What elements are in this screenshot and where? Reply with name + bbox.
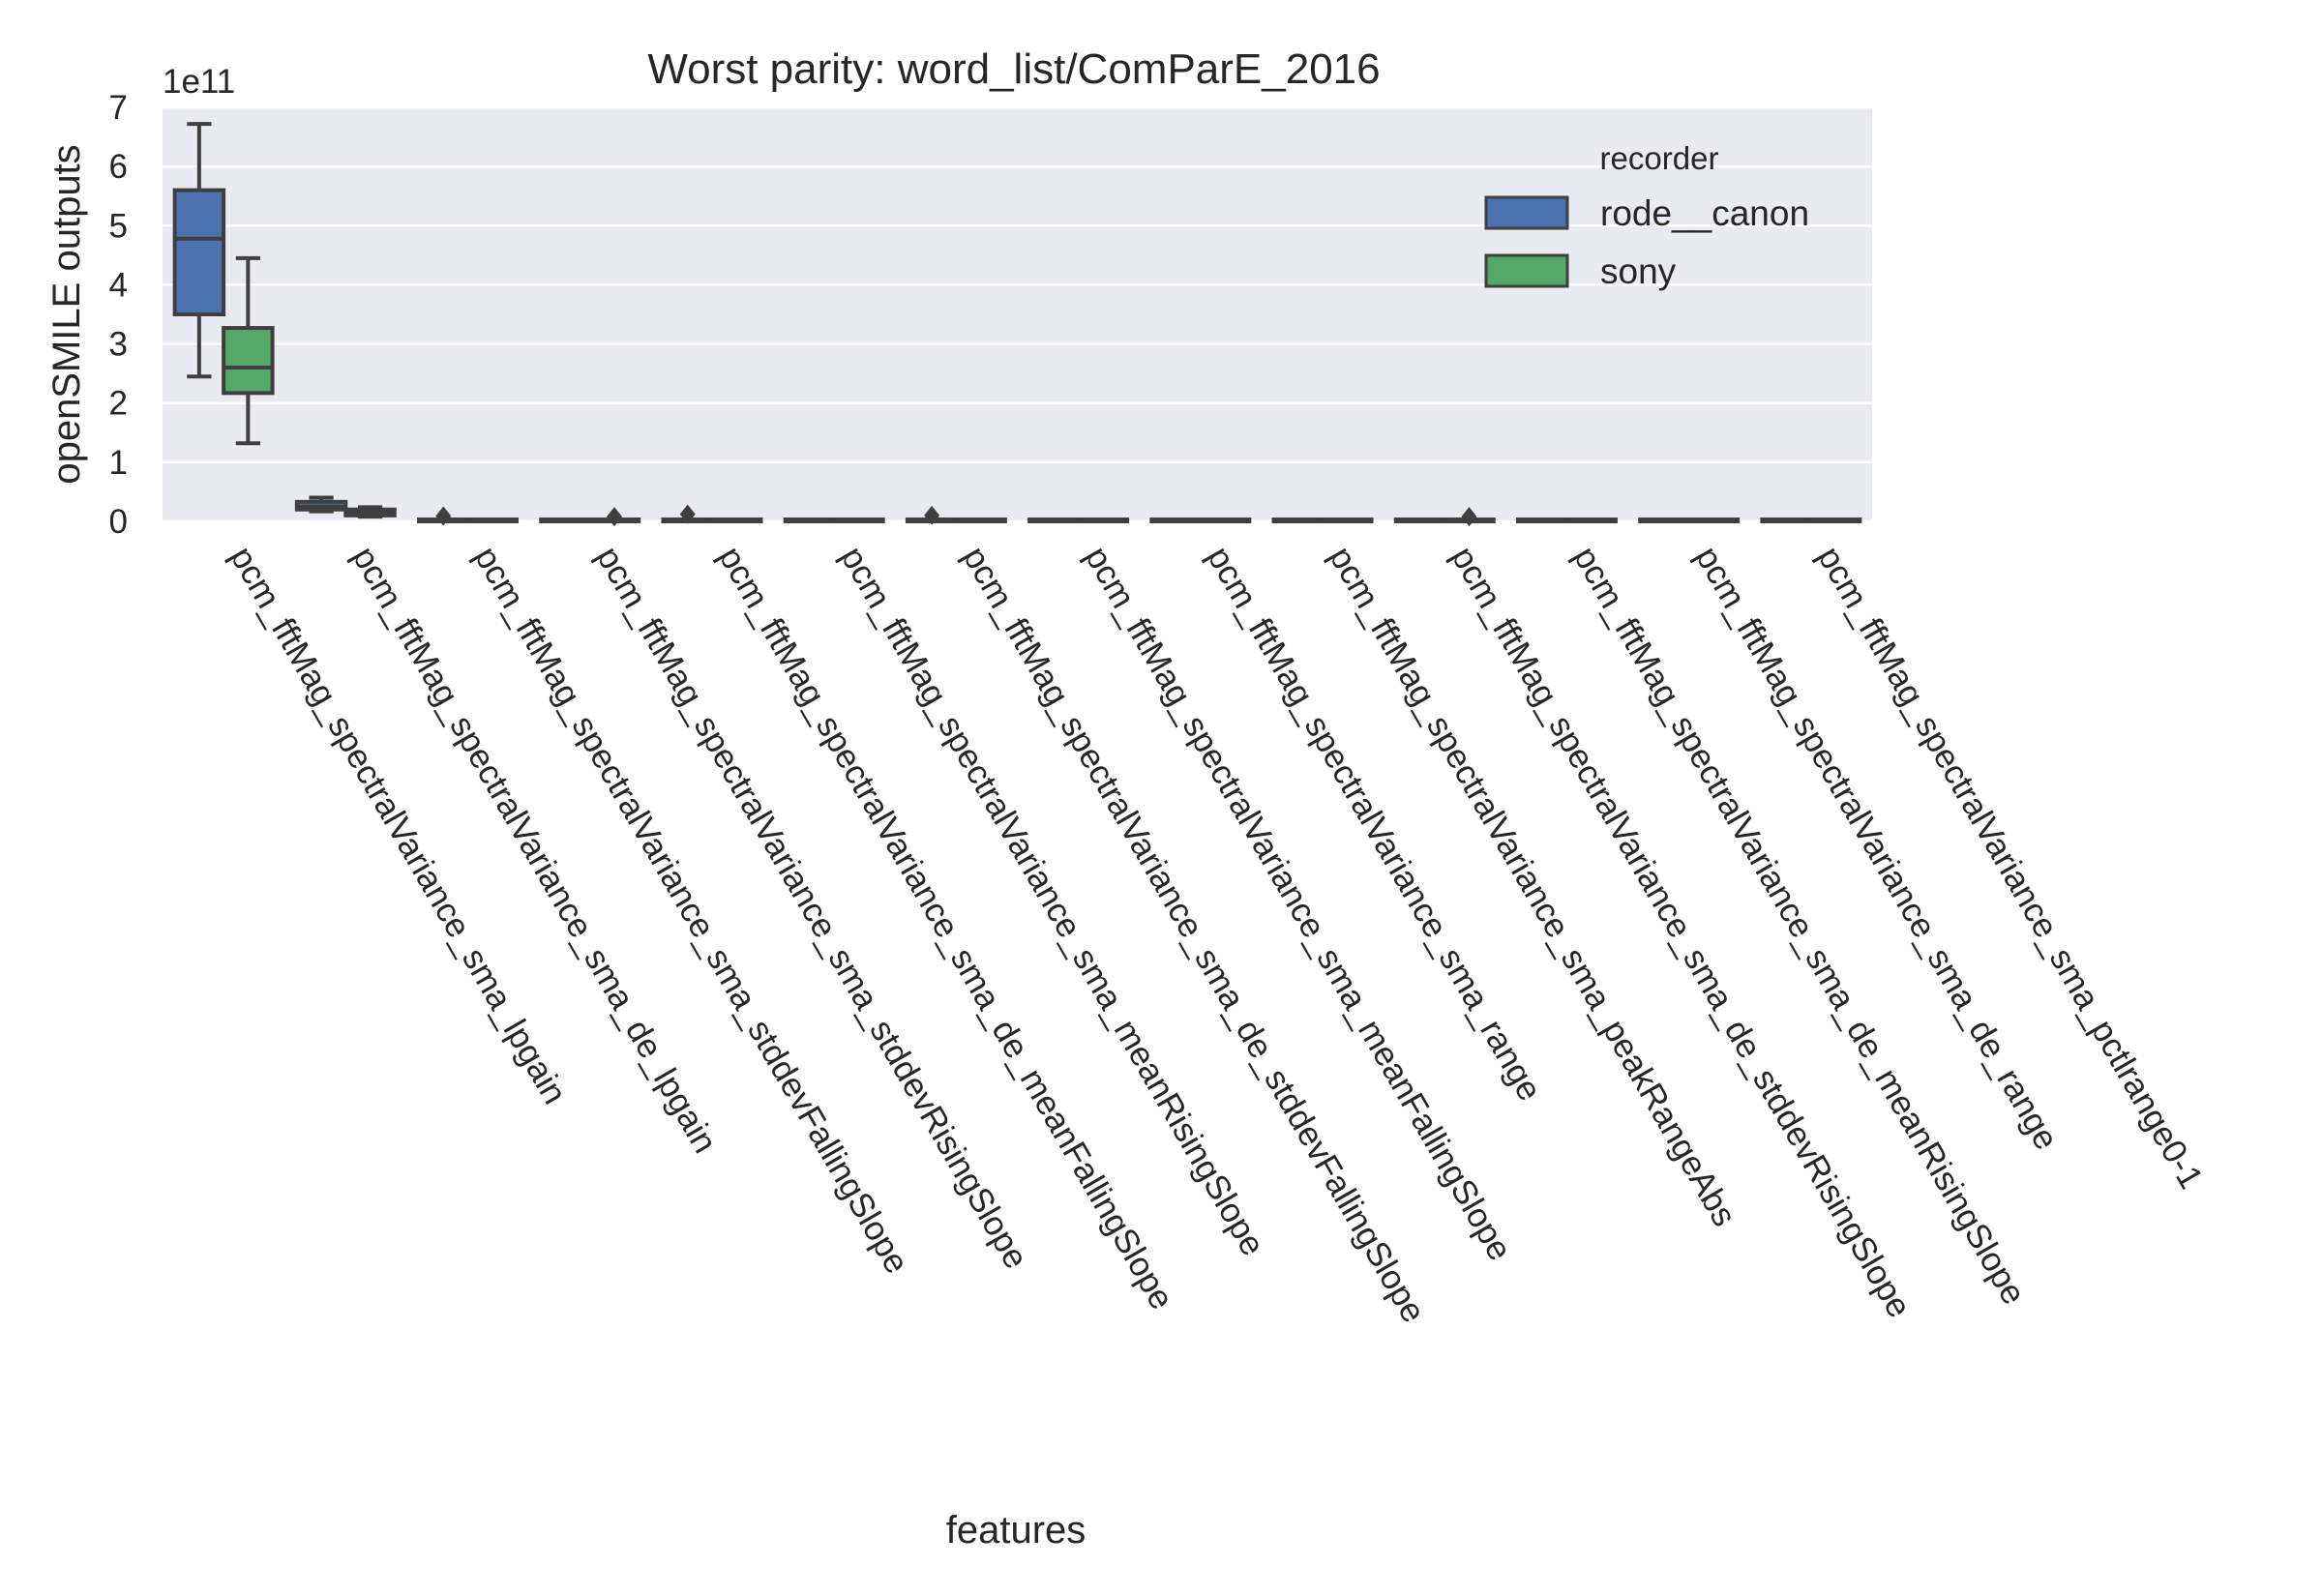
box-sony-3 — [587, 507, 641, 527]
y-tick-label: 6 — [109, 148, 128, 186]
box-rode__canon-8 — [1149, 517, 1203, 523]
iqr-box — [172, 188, 226, 316]
plot-area — [163, 107, 1872, 521]
box-sony-9 — [1321, 517, 1374, 523]
y-tick-label: 1 — [109, 444, 128, 482]
box-rode__canon-2 — [417, 506, 470, 526]
box-sony-13 — [1808, 517, 1862, 523]
box-sony-6 — [954, 517, 1007, 523]
box-sony-11 — [1564, 517, 1618, 523]
x-axis-label: features — [946, 1509, 1087, 1552]
legend-swatch-sony — [1484, 253, 1569, 288]
x-tick-label: pcm_fftMag_spectralVariance_sma_de_meanR… — [1566, 541, 2034, 1312]
x-tick-label: pcm_fftMag_spectralVariance_sma_meanFall… — [1078, 541, 1519, 1267]
box-sony-12 — [1686, 517, 1741, 523]
box-series — [172, 122, 1862, 527]
legend: recorder rode__canon sony — [1484, 140, 1809, 291]
legend-label-sony: sony — [1600, 251, 1677, 291]
box-rode__canon-3 — [539, 517, 592, 523]
y-tick-label: 5 — [109, 207, 128, 245]
iqr-box — [222, 326, 275, 396]
outlier-marker — [924, 505, 940, 525]
box-rode__canon-9 — [1271, 517, 1325, 523]
y-tick-label: 4 — [109, 266, 128, 304]
x-tick-label: pcm_fftMag_spectralVariance_sma_de_stdde… — [955, 541, 1432, 1329]
box-rode__canon-12 — [1638, 517, 1691, 523]
box-sony-2 — [465, 517, 520, 523]
box-rode__canon-10 — [1393, 517, 1447, 523]
chart-title: Worst parity: word_list/ComParE_2016 — [647, 45, 1380, 93]
outlier-marker — [435, 506, 452, 526]
outlier-marker — [606, 507, 622, 527]
box-rode__canon-7 — [1027, 517, 1081, 523]
box-rode__canon-5 — [783, 517, 837, 523]
box-rode__canon-1 — [294, 495, 348, 514]
box-sony-7 — [1076, 517, 1130, 523]
legend-label-rode-canon: rode__canon — [1600, 193, 1809, 233]
y-axis-label: openSMILE outputs — [45, 144, 88, 484]
legend-swatch-rode-canon — [1484, 195, 1569, 230]
x-axis-ticks: pcm_fftMag_spectralVariance_sma_lpgainpc… — [223, 541, 2210, 1329]
x-tick-label: pcm_fftMag_spectralVariance_sma_de_stdde… — [1444, 541, 1918, 1324]
box-sony-8 — [1198, 517, 1252, 523]
box-sony-4 — [709, 517, 763, 523]
box-sony-1 — [343, 505, 397, 519]
x-tick-label: pcm_fftMag_spectralVariance_sma_meanRisi… — [833, 541, 1271, 1262]
y-offset-label: 1e11 — [163, 63, 235, 101]
legend-title: recorder — [1600, 140, 1719, 176]
box-sony-0 — [222, 255, 275, 446]
x-tick-label: pcm_fftMag_spectralVariance_sma_stddevFa… — [467, 541, 916, 1281]
x-tick-label: pcm_fftMag_spectralVariance_sma_de_meanF… — [711, 541, 1180, 1316]
box-rode__canon-4 — [661, 504, 714, 524]
box-sony-5 — [832, 517, 885, 523]
box-sony-10 — [1443, 507, 1496, 527]
box-rode__canon-0 — [172, 122, 226, 379]
outlier-marker — [679, 504, 696, 524]
y-axis-ticks: 0 1 2 3 4 5 6 7 — [109, 89, 128, 541]
outlier-marker — [1461, 507, 1477, 527]
x-tick-label: pcm_fftMag_spectralVariance_sma_stddevRi… — [589, 541, 1035, 1276]
box-rode__canon-13 — [1760, 517, 1813, 523]
y-tick-label: 3 — [109, 326, 128, 364]
y-tick-label: 7 — [109, 89, 128, 127]
box-rode__canon-11 — [1515, 517, 1569, 523]
y-tick-label: 2 — [109, 385, 128, 423]
y-tick-label: 0 — [109, 503, 128, 541]
